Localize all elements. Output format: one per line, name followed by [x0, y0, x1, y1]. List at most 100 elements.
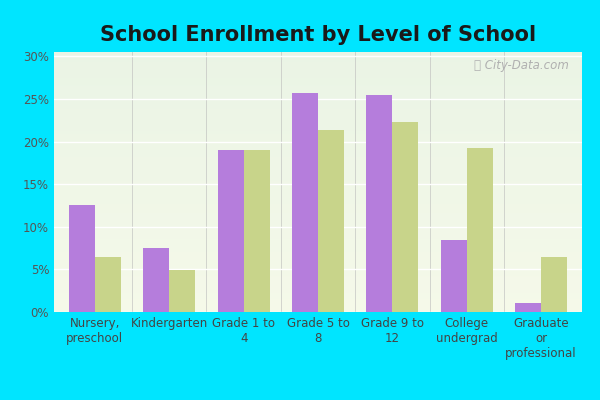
Bar — [54, 60, 582, 61]
Bar — [54, 273, 582, 274]
Bar — [54, 252, 582, 254]
Bar — [54, 251, 582, 252]
Bar — [54, 224, 582, 225]
Bar — [54, 269, 582, 270]
Bar — [54, 100, 582, 101]
Bar — [54, 73, 582, 74]
Bar — [54, 225, 582, 226]
Bar — [54, 231, 582, 233]
Bar — [441, 240, 467, 312]
Bar — [169, 270, 195, 312]
Bar — [218, 150, 244, 312]
Bar — [54, 265, 582, 266]
Bar — [54, 266, 582, 268]
Bar — [54, 206, 582, 207]
Bar — [54, 134, 582, 135]
Bar — [54, 88, 582, 90]
Bar — [54, 68, 582, 69]
Bar — [54, 248, 582, 250]
Bar — [54, 236, 582, 238]
Bar — [54, 62, 582, 64]
Bar — [54, 207, 582, 208]
Bar — [54, 74, 582, 75]
Bar — [54, 150, 582, 151]
Bar — [54, 56, 582, 57]
Bar — [54, 164, 582, 165]
Bar — [54, 258, 582, 259]
Bar — [54, 246, 582, 247]
Bar — [54, 75, 582, 77]
Bar — [54, 220, 582, 221]
Bar — [54, 162, 582, 164]
Bar — [54, 262, 582, 264]
Bar — [54, 80, 582, 82]
Bar — [54, 148, 582, 150]
Bar — [54, 126, 582, 127]
Bar — [54, 130, 582, 131]
Bar — [54, 138, 582, 139]
Bar — [54, 53, 582, 54]
Bar — [54, 179, 582, 181]
Bar — [54, 78, 582, 79]
Bar — [54, 116, 582, 117]
Bar — [54, 87, 582, 88]
Bar — [95, 256, 121, 312]
Bar — [54, 296, 582, 298]
Bar — [54, 247, 582, 248]
Bar — [54, 276, 582, 277]
Bar — [54, 229, 582, 230]
Bar — [54, 289, 582, 290]
Bar — [54, 192, 582, 194]
Bar — [54, 203, 582, 204]
Bar — [54, 101, 582, 103]
Bar — [54, 146, 582, 147]
Bar — [54, 176, 582, 177]
Bar — [54, 222, 582, 224]
Bar — [54, 109, 582, 110]
Bar — [54, 228, 582, 229]
Bar — [515, 304, 541, 312]
Bar — [54, 170, 582, 172]
Bar — [54, 117, 582, 118]
Bar — [54, 235, 582, 236]
Bar — [54, 186, 582, 187]
Bar — [54, 216, 582, 217]
Bar — [54, 90, 582, 91]
Bar — [54, 214, 582, 216]
Bar — [54, 99, 582, 100]
Bar — [54, 184, 582, 186]
Bar — [54, 142, 582, 143]
Bar — [54, 72, 582, 73]
Bar — [54, 277, 582, 278]
Bar — [54, 121, 582, 122]
Bar — [54, 303, 582, 304]
Bar — [292, 93, 318, 312]
Bar — [54, 210, 582, 212]
Bar — [54, 64, 582, 65]
Bar — [54, 254, 582, 255]
Bar — [54, 278, 582, 280]
Bar — [54, 270, 582, 272]
Bar — [54, 112, 582, 113]
Bar — [54, 96, 582, 98]
Bar — [54, 54, 582, 56]
Bar — [54, 147, 582, 148]
Bar — [54, 306, 582, 307]
Bar — [54, 86, 582, 87]
Bar — [54, 113, 582, 114]
Bar — [541, 256, 567, 312]
Bar — [54, 256, 582, 258]
Bar — [54, 139, 582, 140]
Bar — [54, 125, 582, 126]
Bar — [54, 208, 582, 209]
Bar — [54, 196, 582, 198]
Bar — [54, 287, 582, 289]
Bar — [54, 157, 582, 158]
Bar — [54, 103, 582, 104]
Bar — [54, 187, 582, 188]
Bar — [54, 298, 582, 299]
Bar — [54, 52, 582, 53]
Bar — [54, 213, 582, 214]
Bar — [54, 70, 582, 72]
Bar — [54, 58, 582, 60]
